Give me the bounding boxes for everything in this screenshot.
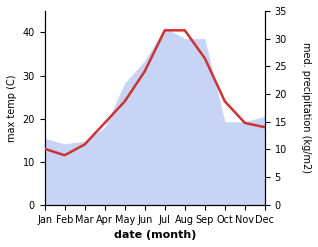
Y-axis label: med. precipitation (kg/m2): med. precipitation (kg/m2) [301, 42, 311, 173]
X-axis label: date (month): date (month) [114, 230, 196, 240]
Y-axis label: max temp (C): max temp (C) [7, 74, 17, 142]
